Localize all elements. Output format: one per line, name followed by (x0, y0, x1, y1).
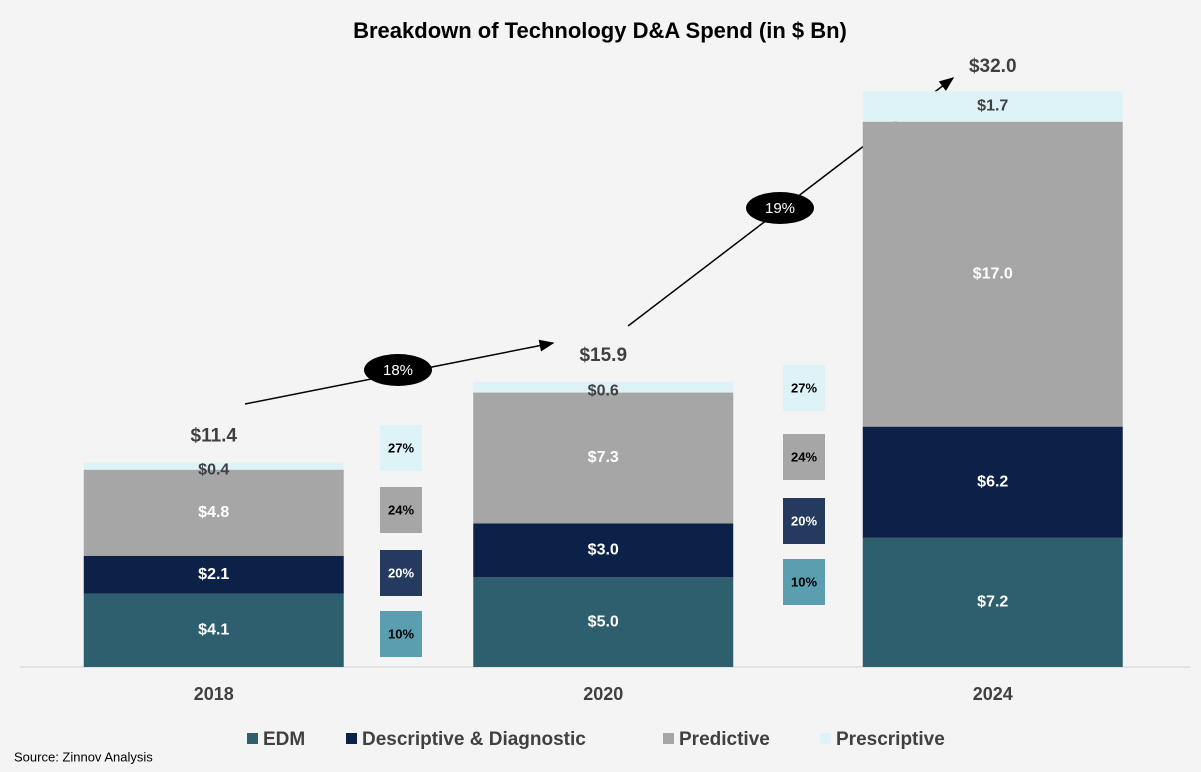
bar-segment (83, 469, 344, 556)
value-label: $0.6 (588, 382, 619, 399)
growth-label: 27% (388, 440, 414, 455)
legend-swatch (346, 733, 357, 744)
bar-segment (83, 462, 344, 470)
chart-title: Breakdown of Technology D&A Spend (in $ … (353, 18, 847, 43)
value-label: $5.0 (588, 613, 619, 630)
cagr-badge (364, 354, 432, 386)
legend-label: Descriptive & Diagnostic (362, 729, 586, 750)
growth-label: 10% (791, 574, 817, 589)
value-label: $7.3 (588, 449, 619, 466)
total-label: $11.4 (191, 426, 238, 447)
legend-swatch (820, 733, 831, 744)
x-tick-label: 2020 (583, 684, 623, 704)
bar-segment (862, 426, 1123, 538)
bar-segment (473, 577, 734, 667)
growth-box (380, 550, 422, 596)
growth-box (783, 559, 825, 605)
value-label: $1.7 (977, 98, 1008, 115)
growth-label: 24% (388, 502, 414, 517)
legend-swatch (247, 733, 258, 744)
growth-box (380, 487, 422, 533)
x-tick-label: 2024 (973, 684, 1013, 704)
growth-box (783, 365, 825, 411)
bar-segment (473, 381, 734, 393)
legend-swatch (663, 733, 674, 744)
legend-label: Prescriptive (836, 729, 945, 750)
bar-segment (473, 523, 734, 578)
x-tick-label: 2018 (194, 684, 234, 704)
cagr-label: 19% (765, 200, 795, 217)
growth-box (783, 434, 825, 480)
value-label: $4.8 (198, 504, 229, 521)
bar-segment (862, 537, 1123, 667)
legend-label: EDM (263, 729, 305, 750)
growth-box (380, 425, 422, 471)
growth-label: 27% (791, 380, 817, 395)
growth-box (783, 498, 825, 544)
bar-segment (83, 555, 344, 594)
value-label: $6.2 (977, 473, 1008, 490)
value-label: $2.1 (198, 566, 229, 583)
cagr-badge (746, 192, 814, 224)
value-label: $17.0 (973, 265, 1013, 282)
bar-segment (862, 91, 1123, 122)
total-label: $15.9 (579, 345, 627, 366)
legend-label: Predictive (679, 729, 770, 750)
source: Source: Zinnov Analysis (14, 749, 153, 764)
cagr-label: 18% (383, 362, 413, 379)
value-label: $3.0 (588, 542, 619, 559)
bar-segment (83, 593, 344, 667)
value-label: $7.2 (977, 594, 1008, 611)
bar-segment (473, 392, 734, 524)
growth-label: 10% (388, 626, 414, 641)
growth-label: 24% (791, 449, 817, 464)
total-label: $32.0 (969, 56, 1017, 77)
growth-label: 20% (791, 513, 817, 528)
value-label: $0.4 (198, 461, 229, 478)
bar-segment (862, 121, 1123, 427)
growth-label: 20% (388, 565, 414, 580)
value-label: $4.1 (198, 621, 229, 638)
growth-box (380, 611, 422, 657)
